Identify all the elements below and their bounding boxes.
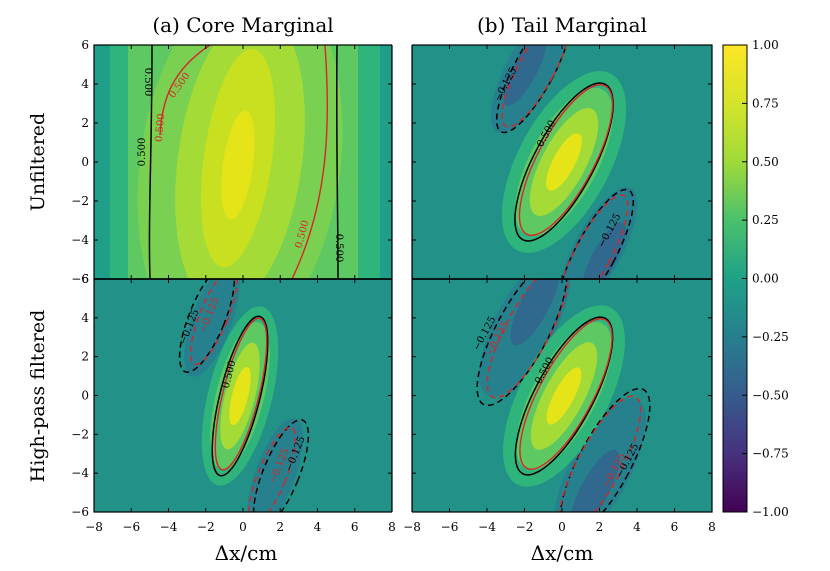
column-gap: [392, 44, 412, 513]
colorbar-ticks: 1.00 0.75 0.50 0.25 0.00 −0.25 −0.50 −0.75 −1.00: [742, 38, 789, 519]
x-axis-label-core: Δx/cm: [215, 541, 278, 565]
contour-label: 0.500: [137, 138, 148, 167]
y-tick-label: −2: [71, 427, 89, 441]
panel-tail-highpass: [476, 279, 651, 512]
contour-tail-hp-black-main: [514, 316, 614, 476]
fill-neg-lobe-top: [184, 279, 240, 377]
y-tick-label: 0: [81, 155, 89, 169]
y-tick-label: 2: [81, 350, 89, 364]
y-tick-label: 6: [81, 38, 89, 52]
contour-tail-red-main: [518, 83, 614, 237]
x-tick-label: −6: [122, 520, 140, 534]
colorbar-tick-label: −1.00: [752, 505, 789, 519]
contour-core-red-left: [159, 45, 211, 136]
y-tick-label: 2: [81, 116, 89, 130]
y-tick-label: 4: [81, 77, 89, 91]
x-tick-label: 2: [596, 520, 604, 534]
x-tick-label: 8: [708, 520, 716, 534]
contour-label: 0.500: [154, 113, 167, 142]
y-tick-label: −4: [71, 466, 89, 480]
col-title-core: (a) Core Marginal: [152, 13, 333, 37]
x-tick-label: −4: [478, 520, 496, 534]
contour-core-hp-black-main: [211, 315, 269, 477]
panel-tail-unfiltered: [490, 45, 638, 279]
colorbar-tick-label: −0.25: [752, 330, 789, 344]
contour-tail-black-neg-bottom: [557, 188, 635, 279]
x-tick-label: 2: [276, 520, 284, 534]
x-tick-label: −6: [441, 520, 459, 534]
contour-core-hp-red-main: [214, 317, 268, 471]
y-tick-label: 0: [81, 389, 89, 403]
contour-tail-hp-red-neg-top: [486, 279, 570, 399]
fill-ellipse-peak: [546, 367, 582, 425]
fill-ellipse-peak: [546, 133, 582, 191]
fill-band-peak: [221, 110, 255, 220]
y-tick-label: 6: [81, 272, 89, 286]
y-tick-label: −6: [71, 505, 89, 519]
fill-neg-lobe-top-core: [510, 279, 560, 346]
contour-tail-hp-red-neg-bottom: [558, 395, 642, 512]
x-tick-label: −8: [403, 520, 421, 534]
colorbar-tick-label: 0.00: [752, 272, 779, 286]
contour-core-hp-red-neg-top: [189, 279, 239, 366]
row-label-highpass: High-pass filtered: [27, 310, 49, 483]
colorbar-tick-label: 1.00: [752, 38, 779, 52]
x-tick-label: −4: [160, 520, 178, 534]
fill-neg-lobe-top-core: [503, 45, 547, 106]
y-tick-label: −2: [71, 194, 89, 208]
x-tick-label: 0: [239, 520, 247, 534]
x-axis-label-tail: Δx/cm: [531, 541, 594, 565]
x-tick-label: 4: [314, 520, 322, 534]
fill-neg-lobe-bottom: [247, 418, 303, 512]
y-tick-label: 4: [81, 311, 89, 325]
row-label-unfiltered: Unfiltered: [27, 113, 49, 211]
contour-label: 0.500: [142, 68, 153, 97]
contour-tail-red-neg-top: [501, 45, 573, 128]
fill-neg-lobe-bottom-core: [570, 449, 620, 512]
panel-core-unfiltered: [110, 45, 380, 279]
contour-tail-black-main: [514, 82, 614, 242]
x-tick-label: 8: [388, 520, 396, 534]
colorbar-tick-label: −0.75: [752, 447, 789, 461]
contour-tail-hp-red-main: [519, 318, 613, 470]
contour-tail-hp-black-neg-bottom: [559, 387, 651, 512]
x-tick-label: −2: [516, 520, 534, 534]
x-tick-label: 6: [351, 520, 359, 534]
contour-tail-red-neg-bottom: [557, 194, 629, 279]
colorbar-tick-label: −0.50: [752, 388, 789, 402]
y-tick-label: −4: [71, 233, 89, 247]
colorbar-tick-label: 0.50: [752, 155, 779, 169]
colorbar-tick-label: 0.25: [752, 213, 779, 227]
fill-neg-lobe-bottom-core: [582, 222, 626, 279]
contour-core-black-right: [335, 45, 339, 279]
contour-core-hp-black-neg-top: [178, 279, 236, 373]
colorbar-tick-label: 0.75: [752, 96, 779, 110]
panel-core-highpass: [178, 279, 310, 512]
contour-core-hp-black-neg-bottom: [252, 419, 310, 512]
axis-ticks: −8 −6 −4 −2 0 2 4 6 8 −8 −6 −4 −2 0 2 4 6 8−6−4−20246−6−4…: [71, 38, 716, 534]
fill-ellipse-peak: [229, 366, 251, 426]
colorbar: 1.00 0.75 0.50 0.25 0.00 −0.25 −0.50 −0.75 −1.00: [722, 38, 789, 519]
x-tick-label: 0: [558, 520, 566, 534]
contour-label: 0.500: [333, 234, 344, 263]
x-tick-label: 4: [633, 520, 641, 534]
y-tick-label: −6: [71, 272, 89, 286]
contour-core-hp-red-neg-bottom: [247, 426, 297, 512]
col-title-tail: (b) Tail Marginal: [477, 13, 647, 37]
contour-core-red-right: [291, 45, 328, 279]
x-tick-label: −2: [197, 520, 215, 534]
x-tick-label: 6: [671, 520, 679, 534]
contour-core-black-left: [148, 45, 153, 279]
x-tick-label: −8: [85, 520, 103, 534]
